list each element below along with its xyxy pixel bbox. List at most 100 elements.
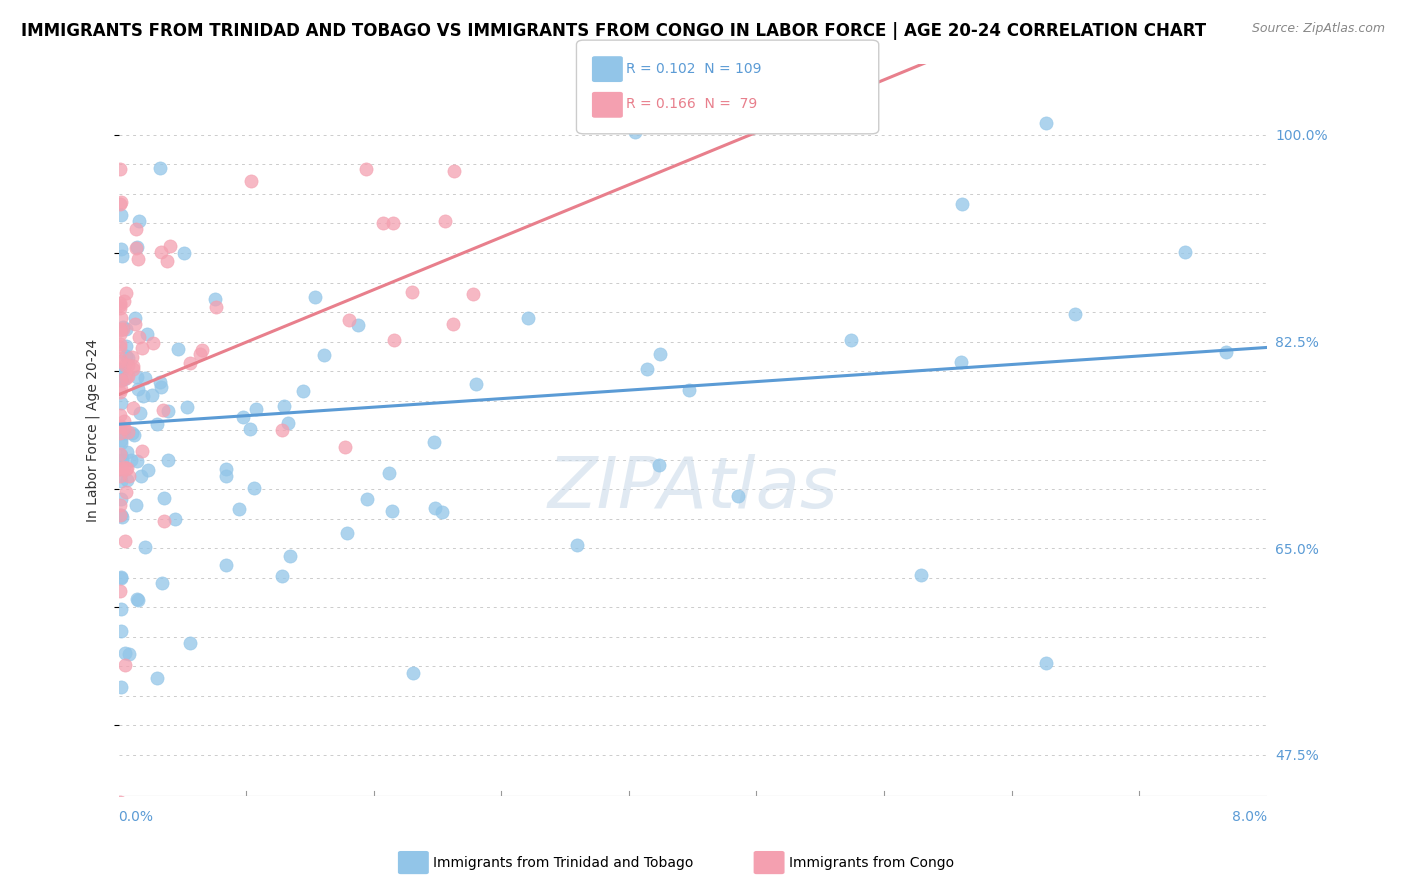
Point (153, 514, 176, 528)
Point (278, 549, 301, 564)
Point (127, 591, 149, 606)
Point (132, 389, 155, 403)
Point (127, 382, 149, 396)
Point (401, 665, 423, 680)
Point (232, 409, 254, 424)
Point (188, 347, 211, 361)
Point (727, 489, 749, 503)
Point (108, 323, 131, 337)
Point (121, 362, 143, 376)
Point (111, 322, 134, 336)
Point (110, 462, 132, 476)
Point (110, 460, 132, 475)
Point (110, 602, 132, 616)
Point (122, 401, 145, 415)
Point (111, 249, 134, 263)
Point (115, 485, 138, 500)
Point (110, 492, 132, 507)
Point (110, 373, 132, 387)
Point (110, 434, 132, 448)
Point (430, 505, 453, 519)
Point (150, 575, 173, 590)
Point (153, 491, 176, 505)
Point (624, 125, 647, 139)
Point (127, 593, 149, 607)
Point (108, 409, 131, 423)
Point (110, 571, 132, 585)
Point (128, 406, 150, 420)
Point (115, 285, 138, 300)
Point (146, 417, 169, 431)
Point (239, 422, 262, 436)
Point (117, 369, 139, 384)
Point (115, 339, 138, 353)
Point (214, 469, 236, 483)
Point (678, 383, 700, 397)
Point (111, 453, 134, 467)
Point (110, 195, 132, 210)
Point (423, 435, 446, 450)
Text: R = 0.166  N =  79: R = 0.166 N = 79 (626, 97, 756, 112)
Text: Immigrants from Trinidad and Tobago: Immigrants from Trinidad and Tobago (433, 855, 693, 870)
Point (136, 463, 159, 477)
Point (108, 301, 131, 315)
Point (273, 400, 295, 414)
Point (381, 216, 404, 230)
Point (167, 342, 190, 356)
Point (108, 795, 131, 809)
Point (149, 375, 172, 389)
Point (1035, 656, 1057, 670)
Point (163, 512, 186, 526)
Point (304, 290, 326, 304)
Point (517, 310, 540, 325)
Point (108, 447, 131, 461)
Point (131, 444, 153, 458)
Point (112, 421, 135, 435)
Point (124, 317, 146, 331)
Point (110, 448, 132, 462)
Point (650, 346, 672, 360)
Point (108, 354, 131, 368)
Point (156, 254, 179, 268)
Point (117, 425, 139, 440)
Point (121, 453, 143, 467)
Point (1174, 244, 1197, 259)
Point (127, 453, 149, 467)
Point (112, 426, 135, 441)
Point (378, 466, 401, 480)
Point (124, 428, 146, 442)
Point (108, 351, 131, 365)
Point (108, 196, 131, 211)
Point (115, 371, 138, 385)
Point (146, 671, 169, 685)
Point (127, 252, 149, 266)
Point (110, 382, 132, 396)
Point (401, 285, 423, 299)
Point (117, 351, 139, 365)
Point (636, 361, 658, 376)
Point (347, 318, 370, 333)
Point (243, 481, 266, 495)
Point (848, 116, 870, 130)
Point (114, 459, 136, 474)
Text: IMMIGRANTS FROM TRINIDAD AND TOBAGO VS IMMIGRANTS FROM CONGO IN LABOR FORCE | AG: IMMIGRANTS FROM TRINIDAD AND TOBAGO VS I… (21, 22, 1206, 40)
Point (128, 214, 150, 228)
Point (108, 298, 131, 312)
Point (335, 440, 357, 454)
Y-axis label: In Labor Force | Age 20-24: In Labor Force | Age 20-24 (86, 339, 100, 522)
Point (464, 376, 486, 391)
Point (215, 558, 238, 572)
Point (336, 526, 359, 541)
Point (150, 245, 173, 260)
Point (110, 365, 132, 379)
Point (124, 311, 146, 326)
Text: R = 0.102  N = 109: R = 0.102 N = 109 (626, 62, 761, 76)
Text: Immigrants from Congo: Immigrants from Congo (789, 855, 953, 870)
Point (108, 327, 131, 342)
Point (356, 162, 378, 177)
Point (108, 162, 131, 177)
Point (125, 498, 148, 512)
Point (114, 657, 136, 672)
Text: ZIPAtlas: ZIPAtlas (547, 454, 838, 524)
Point (110, 373, 132, 387)
